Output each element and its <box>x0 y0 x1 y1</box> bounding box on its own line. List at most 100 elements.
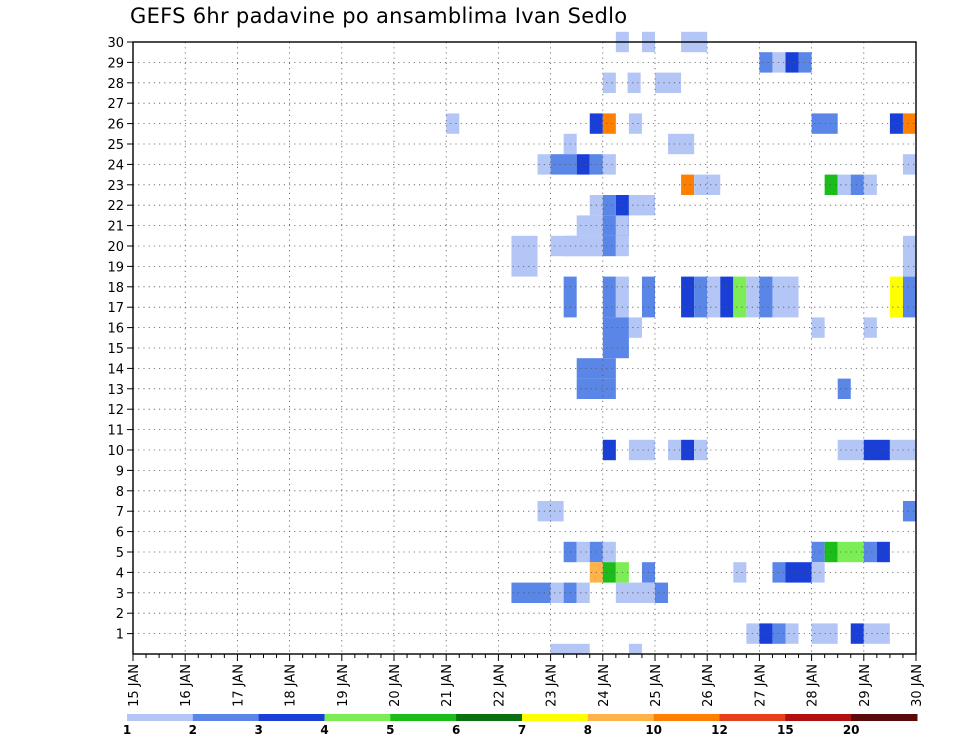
y-tick-label: 15 <box>107 342 124 357</box>
y-tick-label: 6 <box>116 526 124 541</box>
colorbar-label: 6 <box>452 723 460 737</box>
colorbar-swatch <box>324 714 391 721</box>
heatmap-cell <box>902 113 916 134</box>
y-tick-label: 25 <box>107 138 124 153</box>
heatmap-cell <box>785 623 799 644</box>
x-tick-label: 29 JAN <box>858 664 873 707</box>
colorbar-label: 20 <box>843 723 860 737</box>
heatmap-cell <box>550 235 603 257</box>
colorbar: 1 2 3 4 5 6 7 8 10 12 15 20 <box>123 714 918 737</box>
heatmap-cell <box>863 541 877 563</box>
y-tick-label: 18 <box>107 281 124 296</box>
heatmap-cell <box>681 174 695 195</box>
heatmap-cell <box>889 276 903 318</box>
heatmap-cell <box>550 154 577 175</box>
heatmap-cell <box>824 541 838 563</box>
heatmap-cell <box>602 72 616 93</box>
heatmap-cell <box>785 562 812 583</box>
heatmap-cell <box>811 562 825 583</box>
heatmap-cell <box>668 133 695 155</box>
x-tick-label: 25 JAN <box>649 664 664 707</box>
y-tick-label: 17 <box>107 301 124 316</box>
heatmap-cell <box>602 215 616 236</box>
heatmap-cell <box>602 562 616 583</box>
heatmap-cell <box>655 582 669 603</box>
heatmap-cell <box>602 195 616 216</box>
heatmap-cell <box>811 541 825 563</box>
heatmap-cell <box>759 276 773 318</box>
y-tick-label: 4 <box>116 566 124 581</box>
heatmap-cell <box>694 174 721 195</box>
heatmap-cell <box>628 317 642 338</box>
heatmap-cell <box>563 276 577 318</box>
heatmap-cell <box>681 276 695 318</box>
heatmap-cell <box>733 276 747 318</box>
heatmap-cell <box>785 52 799 73</box>
x-tick-label: 30 JAN <box>910 664 925 707</box>
heatmap-cell <box>602 541 616 563</box>
heatmap-cell <box>602 276 616 318</box>
heatmap-cell <box>576 541 590 563</box>
y-tick-label: 19 <box>107 260 124 275</box>
x-tick-label: 17 JAN <box>231 664 246 707</box>
heatmap-cell <box>602 113 616 134</box>
colorbar-label: 4 <box>320 723 328 737</box>
colorbar-swatch <box>851 714 918 721</box>
y-tick-label: 9 <box>116 464 124 479</box>
heatmap-cells <box>446 31 916 654</box>
heatmap-cell <box>628 113 642 134</box>
heatmap-cell <box>850 623 864 644</box>
y-tick-label: 22 <box>107 199 124 214</box>
heatmap-cell <box>681 439 695 461</box>
heatmap-cell <box>863 174 877 195</box>
heatmap-cell <box>746 276 760 318</box>
colorbar-label: 5 <box>386 723 394 737</box>
colorbar-swatch <box>587 714 655 721</box>
heatmap-cell <box>837 378 851 399</box>
heatmap-cell <box>707 276 721 318</box>
heatmap-cell <box>511 235 538 277</box>
heatmap-cell <box>733 562 747 583</box>
y-tick-label: 24 <box>107 158 124 173</box>
colorbar-swatch <box>785 714 852 721</box>
x-tick-label: 18 JAN <box>284 664 299 707</box>
y-tick-label: 5 <box>116 546 124 561</box>
colorbar-label: 3 <box>254 723 262 737</box>
heatmap-cell <box>863 317 877 338</box>
heatmap-cell <box>511 582 551 603</box>
y-tick-label: 26 <box>107 118 124 133</box>
y-tick-label: 1 <box>116 628 124 643</box>
colorbar-label: 7 <box>518 723 526 737</box>
heatmap-cell <box>902 235 916 277</box>
heatmap-cell <box>446 113 460 134</box>
colorbar-swatch <box>653 714 720 721</box>
x-tick-label: 15 JAN <box>127 664 142 707</box>
colorbar-label: 8 <box>584 723 592 737</box>
x-tick-label: 27 JAN <box>753 664 768 707</box>
x-tick-label: 24 JAN <box>597 664 612 707</box>
colorbar-label: 12 <box>711 723 728 737</box>
heatmap-cell <box>655 72 682 93</box>
heatmap-cell <box>902 154 916 175</box>
y-tick-label: 7 <box>116 505 124 520</box>
y-tick-label: 20 <box>107 240 124 255</box>
y-tick-label: 14 <box>107 362 124 377</box>
heatmap-cell <box>576 582 590 603</box>
colorbar-swatch <box>456 714 523 721</box>
y-tick-label: 29 <box>107 56 124 71</box>
heatmap-cell <box>759 623 773 644</box>
y-tick-label: 21 <box>107 220 124 235</box>
colorbar-swatch <box>390 714 457 721</box>
heatmap-cell <box>602 317 629 359</box>
y-tick-label: 11 <box>107 424 124 439</box>
colorbar-swatch <box>522 714 589 721</box>
heatmap-cell <box>889 113 903 134</box>
heatmap-cell <box>627 72 641 93</box>
y-tick-label: 13 <box>107 383 124 398</box>
y-tick-label: 12 <box>107 403 124 418</box>
y-tick-label: 2 <box>116 607 124 622</box>
heatmap-cell <box>811 317 825 338</box>
heatmap-cell <box>798 52 812 73</box>
y-tick-label: 3 <box>116 587 124 602</box>
heatmap-cell <box>550 643 590 654</box>
